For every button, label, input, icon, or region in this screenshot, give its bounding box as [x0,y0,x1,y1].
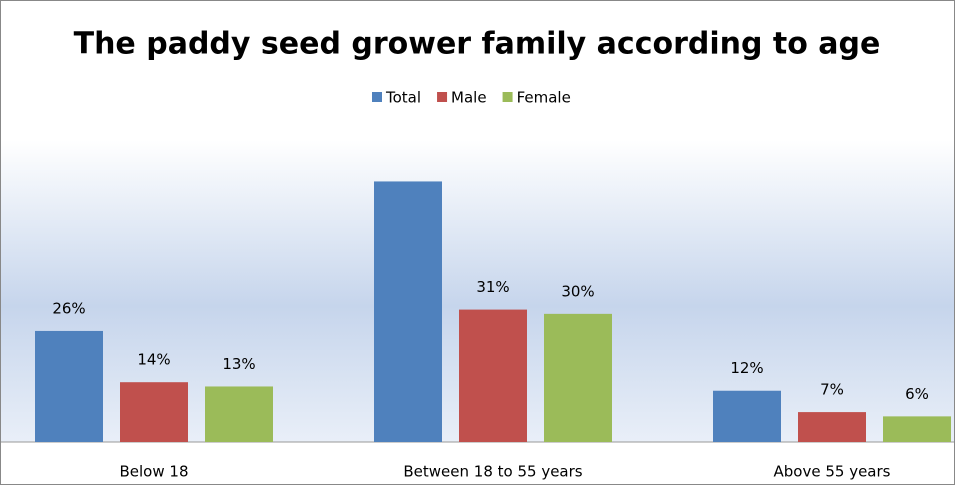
bar [713,390,781,442]
data-label: 31% [476,278,509,296]
x-tick-label: Above 55 years [774,463,891,481]
data-label: 30% [561,282,594,300]
bar [459,309,527,442]
legend-swatch [372,92,382,102]
data-label: 6% [905,385,929,403]
legend-label: Total [385,89,421,107]
bar [544,313,612,442]
data-label: 14% [137,351,170,369]
data-label: 12% [730,359,763,377]
bar [374,181,442,442]
chart-title: The paddy seed grower family according t… [74,27,881,62]
x-tick-label: Between 18 to 55 years [403,463,582,481]
legend-label: Female [517,89,571,107]
data-label: 26% [52,299,85,317]
data-label: 13% [222,355,255,373]
legend-label: Male [451,89,487,107]
x-tick-label: Below 18 [120,463,189,481]
bar [883,416,951,442]
bar [35,330,103,442]
bar [205,386,273,442]
legend-swatch [437,92,448,102]
legend-swatch [502,92,513,102]
bar [798,412,866,442]
data-label: 7% [820,381,844,399]
bar [120,382,188,442]
